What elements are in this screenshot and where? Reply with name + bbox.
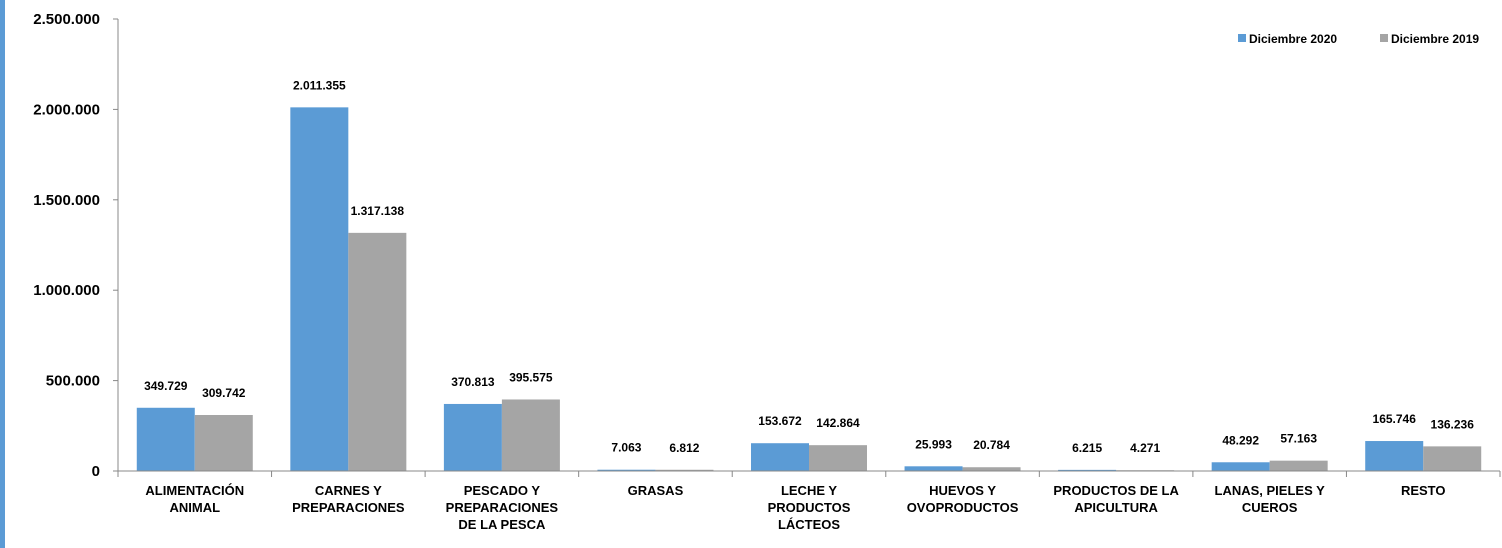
x-tick-label: LANAS, PIELES Y CUEROS <box>1215 483 1326 515</box>
bar <box>194 414 253 471</box>
bar <box>348 232 407 471</box>
bar <box>1423 446 1482 471</box>
y-tick-label: 0 <box>92 463 100 480</box>
legend-label: Diciembre 2019 <box>1391 32 1479 46</box>
value-label: 309.742 <box>202 386 246 400</box>
x-tick-label: ALIMENTACIÓN ANIMAL <box>145 483 244 515</box>
value-label: 2.011.355 <box>293 78 346 92</box>
x-tick-label: RESTO <box>1401 483 1446 498</box>
value-label: 153.672 <box>758 414 802 428</box>
bar <box>904 466 963 471</box>
value-label: 165.746 <box>1373 412 1417 426</box>
value-label: 57.163 <box>1280 432 1317 446</box>
left-border <box>0 0 5 548</box>
value-label: 136.236 <box>1431 417 1475 431</box>
value-label: 370.813 <box>451 375 495 389</box>
value-label: 7.063 <box>611 441 641 455</box>
bar <box>136 407 195 471</box>
value-label: 1.317.138 <box>351 204 405 218</box>
bar <box>501 399 560 471</box>
bar <box>1058 469 1117 471</box>
x-tick-label: CARNES Y PREPARACIONES <box>292 483 405 515</box>
value-label: 395.575 <box>509 370 553 384</box>
value-label: 4.271 <box>1130 441 1160 455</box>
bar <box>443 403 502 471</box>
y-tick-label: 1.000.000 <box>33 282 100 299</box>
y-tick-label: 500.000 <box>46 373 100 390</box>
value-label: 25.993 <box>915 437 952 451</box>
x-tick-label: HUEVOS Y OVOPRODUCTOS <box>907 483 1019 515</box>
bar <box>1211 462 1270 471</box>
bar <box>962 467 1021 471</box>
value-label: 48.292 <box>1222 433 1259 447</box>
x-tick-label: GRASAS <box>628 483 684 498</box>
bar <box>751 443 809 471</box>
value-label: 349.729 <box>144 379 188 393</box>
x-tick-label: PESCADO Y PREPARACIONES DE LA PESCA <box>446 483 559 532</box>
y-tick-label: 2.000.000 <box>33 101 100 118</box>
bar <box>290 107 349 471</box>
value-label: 20.784 <box>973 438 1010 452</box>
bar <box>809 445 867 471</box>
value-label: 142.864 <box>816 416 860 430</box>
y-tick-label: 2.500.000 <box>33 11 100 28</box>
legend-label: Diciembre 2020 <box>1249 32 1337 46</box>
bar <box>597 469 656 471</box>
legend-swatch <box>1380 34 1388 42</box>
bar <box>1269 460 1328 471</box>
bar <box>1365 441 1424 471</box>
y-tick-label: 1.500.000 <box>33 192 100 209</box>
x-tick-label: LECHE Y PRODUCTOS LÁCTEOS <box>768 483 851 532</box>
x-tick-label: PRODUCTOS DE LA APICULTURA <box>1053 483 1179 515</box>
legend-swatch <box>1238 34 1246 42</box>
bar <box>655 469 714 471</box>
value-label: 6.812 <box>669 441 699 455</box>
value-label: 6.215 <box>1072 441 1102 455</box>
